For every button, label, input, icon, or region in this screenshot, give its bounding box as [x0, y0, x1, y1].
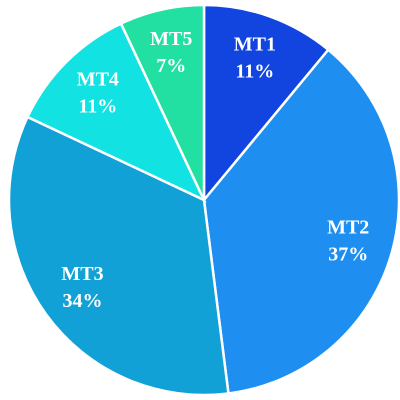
slice-label: MT5	[150, 28, 192, 50]
slice-label: MT1	[234, 33, 276, 55]
slice-value-label: 11%	[235, 60, 274, 82]
slice-value-label: 11%	[78, 95, 117, 117]
slice-value-label: 34%	[63, 290, 103, 312]
pie-slice	[202, 3, 331, 204]
pie-slice	[119, 3, 206, 201]
slice-label: MT4	[77, 68, 119, 90]
pie-slice	[202, 47, 400, 395]
slice-value-label: 37%	[328, 243, 368, 265]
pie-slice	[25, 21, 207, 203]
slice-label: MT3	[61, 263, 103, 285]
slice-label: MT2	[327, 216, 369, 238]
slice-value-label: 7%	[156, 55, 186, 77]
